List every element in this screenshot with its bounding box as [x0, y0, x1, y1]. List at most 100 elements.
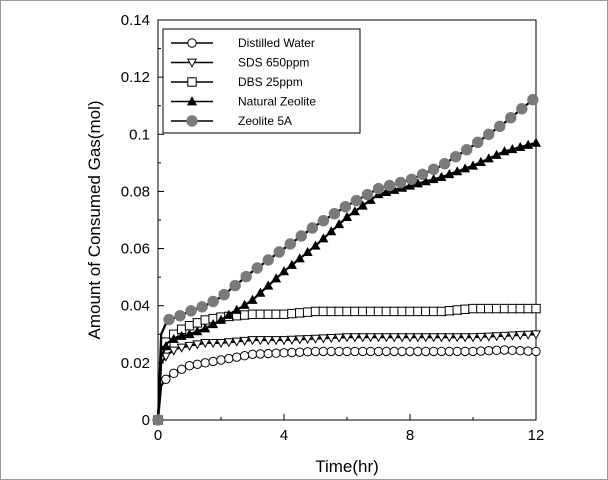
data-point — [404, 333, 416, 343]
y-tick-label: 0.04 — [121, 298, 150, 315]
legend: Distilled Water SDS 650ppm DBS 25ppm Natura… — [162, 28, 361, 134]
data-point — [452, 346, 462, 357]
data-point — [224, 353, 234, 364]
data-point — [531, 303, 541, 314]
data-point — [302, 347, 313, 357]
data-point — [168, 333, 179, 343]
data-point — [381, 306, 392, 317]
legend-marker — [187, 38, 197, 48]
data-point — [239, 299, 250, 309]
data-point — [326, 226, 337, 236]
data-point — [239, 336, 250, 346]
data-point — [349, 206, 360, 216]
data-point — [365, 333, 376, 343]
data-point — [491, 149, 502, 159]
data-point — [358, 306, 368, 317]
data-point — [163, 313, 175, 326]
data-point — [460, 333, 471, 343]
data-point — [476, 346, 486, 356]
data-point — [251, 262, 263, 274]
data-point — [278, 336, 290, 346]
data-point — [436, 171, 447, 182]
legend-label: SDS 650ppm — [238, 56, 309, 70]
data-point — [192, 340, 203, 350]
data-point — [200, 358, 210, 368]
data-point — [389, 306, 399, 317]
data-point — [341, 211, 353, 222]
data-point — [334, 346, 344, 357]
data-point — [184, 321, 195, 331]
data-point — [420, 333, 431, 343]
data-point — [421, 306, 431, 317]
data-point — [215, 338, 227, 349]
data-point — [349, 333, 360, 343]
data-point — [239, 351, 250, 361]
legend-marker — [186, 58, 198, 68]
legend-item: Distilled Water — [171, 36, 315, 50]
data-point — [516, 103, 528, 115]
data-point — [229, 279, 241, 292]
legend-label: DBS 25ppm — [238, 75, 303, 89]
data-point — [507, 303, 518, 314]
data-point — [263, 309, 273, 319]
data-point — [461, 144, 473, 156]
data-point — [483, 153, 494, 163]
data-point — [271, 309, 281, 319]
data-point — [247, 349, 258, 359]
data-point — [365, 346, 376, 357]
data-point — [216, 355, 226, 365]
data-point — [279, 348, 289, 358]
data-point — [389, 333, 400, 343]
data-point — [240, 270, 252, 283]
x-tick-label: 8 — [406, 427, 414, 444]
data-point — [342, 306, 352, 317]
data-point — [507, 345, 518, 356]
data-point — [192, 359, 203, 369]
legend-label: Natural Zeolite — [238, 95, 316, 109]
data-point — [483, 128, 495, 140]
series-natural-zeolite — [152, 137, 542, 424]
data-point — [373, 333, 384, 343]
data-point — [295, 230, 308, 242]
data-point — [428, 306, 439, 317]
legend-marker — [186, 96, 198, 106]
data-point — [530, 330, 542, 340]
data-point — [255, 349, 266, 359]
data-point — [278, 266, 290, 276]
data-point — [444, 306, 455, 316]
data-point — [184, 341, 195, 351]
data-point — [394, 176, 407, 189]
data-point — [449, 151, 462, 163]
data-point — [350, 346, 360, 357]
data-point — [381, 346, 392, 357]
data-point — [523, 139, 534, 149]
data-point — [397, 346, 407, 357]
data-point — [515, 303, 525, 314]
data-point — [483, 332, 494, 342]
data-point — [373, 346, 384, 357]
data-point — [523, 346, 533, 356]
data-point — [494, 120, 506, 132]
data-point — [460, 346, 470, 357]
data-point — [491, 303, 502, 314]
data-point — [476, 303, 486, 314]
data-point — [294, 253, 305, 263]
data-point — [381, 333, 392, 343]
data-point — [467, 160, 479, 170]
data-point — [294, 335, 305, 345]
data-point — [318, 306, 329, 317]
data-point — [531, 346, 541, 357]
data-point — [527, 94, 539, 106]
data-point — [200, 338, 211, 349]
y-tick-label: 0 — [142, 412, 150, 429]
data-point — [468, 303, 478, 314]
data-point — [310, 334, 321, 344]
legend-item: DBS 25ppm — [171, 75, 303, 89]
series-line — [156, 141, 537, 421]
data-point — [436, 333, 447, 343]
data-point — [505, 112, 517, 124]
data-point — [515, 141, 526, 152]
data-point — [184, 329, 195, 339]
data-point — [427, 163, 440, 175]
data-point — [507, 144, 518, 154]
